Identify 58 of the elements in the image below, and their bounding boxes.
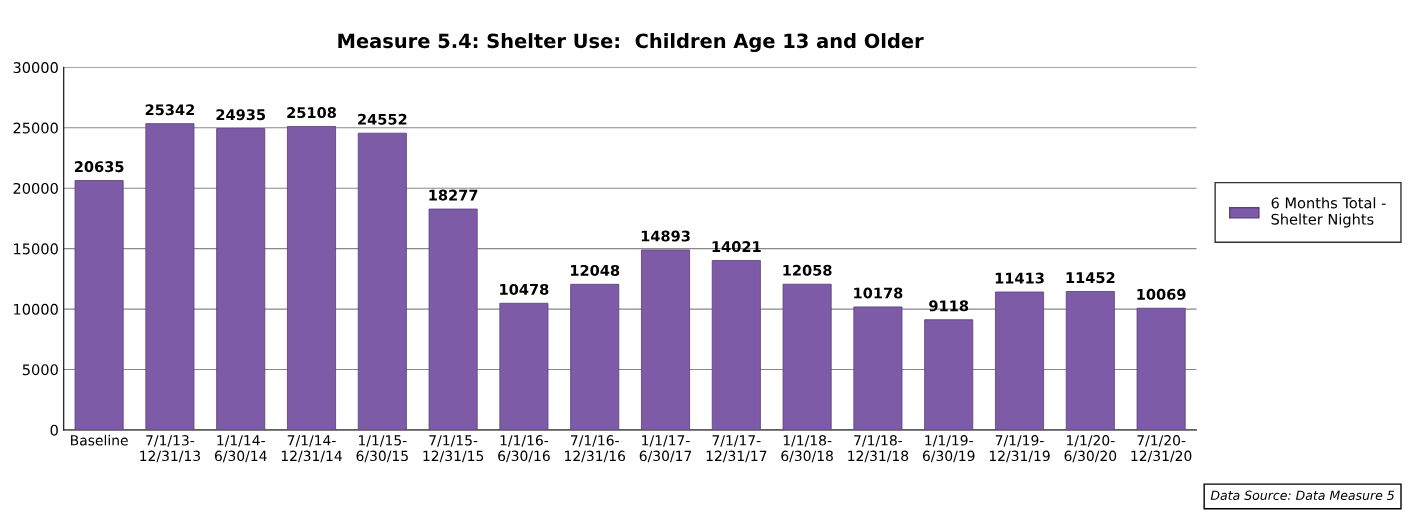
bar (145, 123, 195, 430)
data-label: 10069 (1137, 288, 1186, 300)
bar (357, 132, 407, 430)
data-label: 12048 (571, 264, 620, 276)
bar (782, 283, 832, 430)
data-label: 9118 (929, 300, 969, 312)
x-tick-label: 7/1/17- 12/31/17 (706, 435, 767, 463)
data-label: 11413 (995, 272, 1044, 284)
x-tick-label: 7/1/18- 12/31/18 (848, 435, 909, 463)
y-tick-label: 25000 (13, 122, 58, 134)
x-tick-label: 1/1/19- 6/30/19 (922, 435, 975, 463)
bar (711, 260, 761, 430)
x-tick-label: 7/1/19- 12/31/19 (989, 435, 1050, 463)
y-tick-label: 10000 (14, 303, 58, 315)
data-label: 10178 (854, 287, 903, 299)
bar (499, 302, 549, 430)
legend-label: 6 Months Total - Shelter Nights (1271, 197, 1386, 228)
bar (853, 306, 903, 430)
x-tick-label: 1/1/18- 6/30/18 (781, 435, 833, 463)
data-label: 20635 (74, 161, 124, 173)
bar (1136, 307, 1186, 430)
bar (428, 208, 478, 430)
x-tick-label: 7/1/13- 12/31/13 (140, 435, 200, 463)
data-label: 18277 (429, 189, 478, 201)
bar (74, 180, 124, 430)
data-label: 24935 (216, 109, 266, 121)
data-label: 25342 (145, 104, 195, 116)
data-label: 14893 (641, 230, 690, 242)
x-tick-label: 7/1/14- 12/31/14 (281, 435, 342, 463)
bar (924, 319, 974, 430)
chart-title: Measure 5.4: Shelter Use: Children Age 13 and Older (338, 33, 924, 53)
data-label: 11452 (1066, 272, 1115, 284)
bar (641, 249, 691, 430)
x-tick-label: 1/1/15- 6/30/15 (356, 435, 408, 463)
x-tick-label: 1/1/20- 6/30/20 (1064, 435, 1117, 463)
data-label: 10478 (500, 283, 549, 295)
y-tick-label: 0 (50, 424, 58, 436)
x-tick-label: 1/1/14- 6/30/14 (214, 435, 267, 463)
data-label: 12058 (783, 264, 832, 276)
data-label: 24552 (358, 113, 407, 125)
y-tick-label: 20000 (13, 182, 58, 194)
x-tick-label: 1/1/16- 6/30/16 (498, 435, 550, 463)
source-note: Data Source: Data Measure 5 (1210, 490, 1395, 501)
y-tick-label: 5000 (22, 364, 58, 376)
bar (216, 128, 266, 430)
x-tick-label: 7/1/15- 12/31/15 (423, 435, 484, 463)
x-tick-label: 7/1/20- 12/31/20 (1131, 435, 1192, 463)
y-tick-label: 30000 (13, 62, 58, 74)
y-tick-label: 15000 (14, 243, 58, 255)
bar (287, 126, 337, 430)
x-tick-label: 7/1/16- 12/31/16 (565, 435, 626, 463)
data-label: 25108 (287, 107, 336, 119)
bar (570, 283, 620, 430)
bar (995, 291, 1045, 430)
bar (1065, 291, 1115, 430)
data-label: 14021 (712, 241, 761, 253)
x-tick-label: 1/1/17- 6/30/17 (639, 435, 692, 463)
x-tick-label: Baseline (71, 434, 128, 446)
